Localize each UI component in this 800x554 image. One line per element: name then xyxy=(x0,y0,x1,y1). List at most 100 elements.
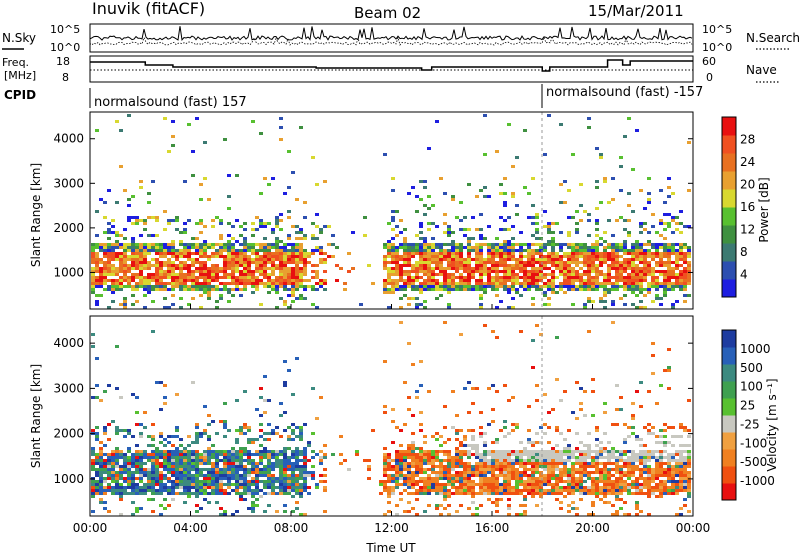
power-cell-827 xyxy=(279,240,283,243)
velocity-cell-124 xyxy=(115,483,119,486)
power-cell-2081 xyxy=(619,156,623,159)
power-cell-212 xyxy=(135,276,139,279)
power-y-tick-label-4000: 4000 xyxy=(53,132,84,146)
velocity-cell-36 xyxy=(95,486,99,489)
power-cell-2063 xyxy=(611,303,615,306)
power-cell-931 xyxy=(299,252,303,255)
velocity-cell-886 xyxy=(291,474,295,477)
velocity-cell-1031 xyxy=(387,495,391,498)
power-cell-2006 xyxy=(599,282,603,285)
power-cell-1226 xyxy=(423,285,427,288)
power-cell-2172 xyxy=(635,288,639,291)
velocity-cell-866 xyxy=(287,468,291,471)
power-cell-1423 xyxy=(467,285,471,288)
power-cell-337 xyxy=(163,306,167,309)
velocity-cell-2217 xyxy=(659,495,663,498)
power-cell-61 xyxy=(103,273,107,276)
power-cell-2129 xyxy=(627,267,631,270)
power-cell-1471 xyxy=(479,285,483,288)
velocity-cell-653 xyxy=(239,468,243,471)
velocity-cell-1831 xyxy=(571,486,575,489)
power-cell-1871 xyxy=(571,261,575,264)
velocity-cell-1038 xyxy=(391,465,395,468)
power-cell-1330 xyxy=(447,273,451,276)
velocity-cell-325 xyxy=(163,468,167,471)
power-cell-1808 xyxy=(555,267,559,270)
power-cell-834 xyxy=(279,264,283,267)
velocity-cell-1165 xyxy=(419,480,423,483)
power-cell-1752 xyxy=(543,261,547,264)
velocity-cell-262 xyxy=(151,453,155,456)
power-cell-1215 xyxy=(423,249,427,252)
power-cell-1766 xyxy=(547,231,551,234)
velocity-cell-147 xyxy=(123,453,127,456)
power-cell-547 xyxy=(211,288,215,291)
velocity-cell-1491 xyxy=(495,468,499,471)
velocity-cell-535 xyxy=(211,474,215,477)
power-cbar-tick-6: 28 xyxy=(740,133,755,147)
power-cell-2315 xyxy=(667,261,671,264)
velocity-cell-2208 xyxy=(659,465,663,468)
power-cell-1940 xyxy=(587,255,591,258)
velocity-cell-499 xyxy=(203,474,207,477)
power-colorbar-label: Power [dB] xyxy=(757,177,771,242)
velocity-cell-283 xyxy=(155,459,159,462)
power-cell-173 xyxy=(127,270,131,273)
velocity-cell-1917 xyxy=(591,486,595,489)
velocity-cell-2100 xyxy=(635,456,639,459)
power-cell-1446 xyxy=(475,267,479,270)
power-cell-1477 xyxy=(483,114,487,117)
velocity-cell-1749 xyxy=(555,336,559,339)
velocity-cell-1304 xyxy=(455,456,459,459)
velocity-cell-1599 xyxy=(519,474,523,477)
power-cell-1892 xyxy=(575,264,579,267)
power-cell-1916 xyxy=(583,243,587,246)
velocity-cell-1405 xyxy=(475,513,479,516)
power-cell-2246 xyxy=(651,282,655,285)
velocity-cell-265 xyxy=(151,462,155,465)
power-cell-276 xyxy=(151,243,155,246)
power-cell-756 xyxy=(263,252,267,255)
power-cell-1205 xyxy=(419,291,423,294)
power-cell-35 xyxy=(99,198,103,201)
power-cell-1767 xyxy=(547,240,551,243)
power-cell-1340 xyxy=(451,198,455,201)
velocity-cell-1087 xyxy=(403,474,407,477)
power-cell-854 xyxy=(283,273,287,276)
velocity-cell-784 xyxy=(267,480,271,483)
velocity-cell-98 xyxy=(111,462,115,465)
power-cell-1901 xyxy=(579,219,583,222)
power-cell-1676 xyxy=(527,252,531,255)
velocity-cell-73 xyxy=(103,489,107,492)
velocity-cell-216 xyxy=(139,456,143,459)
velocity-cell-1454 xyxy=(487,480,491,483)
power-cell-44 xyxy=(99,276,103,279)
power-cell-348 xyxy=(167,267,171,270)
velocity-cell-483 xyxy=(199,474,203,477)
velocity-cell-614 xyxy=(231,462,235,465)
power-cell-1257 xyxy=(431,252,435,255)
power-cell-2330 xyxy=(671,246,675,249)
velocity-cell-359 xyxy=(171,474,175,477)
power-cell-1842 xyxy=(563,285,567,288)
power-cell-2304 xyxy=(667,186,671,189)
velocity-cell-601 xyxy=(227,468,231,471)
velocity-cell-31 xyxy=(95,468,99,471)
power-cell-2020 xyxy=(603,273,607,276)
power-cell-115 xyxy=(115,267,119,270)
power-cell-960 xyxy=(303,297,307,300)
power-cell-911 xyxy=(295,255,299,258)
velocity-cell-1663 xyxy=(535,384,539,387)
velocity-cell-1904 xyxy=(587,513,591,516)
velocity-cell-1320 xyxy=(459,450,463,453)
power-cell-2046 xyxy=(611,177,615,180)
velocity-cell-201 xyxy=(135,465,139,468)
velocity-cell-1552 xyxy=(507,489,511,492)
velocity-cell-371 xyxy=(175,450,179,453)
power-cell-180 xyxy=(131,222,135,225)
power-cell-2260 xyxy=(655,282,659,285)
power-cell-1511 xyxy=(491,249,495,252)
velocity-cell-869 xyxy=(287,480,291,483)
velocity-cell-782 xyxy=(267,474,271,477)
velocity-cell-146 xyxy=(123,435,127,438)
